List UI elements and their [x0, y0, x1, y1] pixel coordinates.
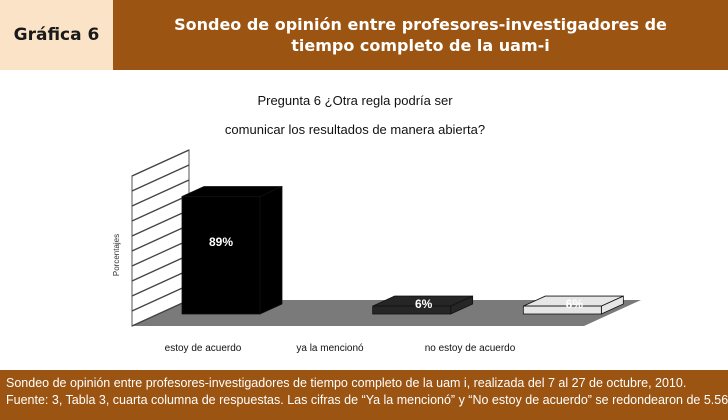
gridline: [131, 224, 190, 252]
gridline: [131, 179, 190, 207]
figure-header: Gráfica 6 Sondeo de opinión entre profes…: [0, 0, 728, 70]
chart-title-line1: Pregunta 6 ¿Otra regla podría ser: [257, 93, 453, 108]
data-label: 6%: [415, 297, 433, 311]
gridline: [131, 239, 190, 267]
gridline: [131, 269, 190, 297]
bar: 89%: [181, 185, 283, 315]
gridline: [131, 194, 190, 222]
figure-label: Gráfica 6: [13, 25, 100, 45]
data-label: 6%: [566, 297, 584, 311]
category-label: estoy de acuerdo: [165, 343, 242, 354]
bar: 6%: [372, 295, 474, 315]
gridline: [131, 299, 190, 327]
gridline: [131, 254, 190, 282]
figure-title: Sondeo de opinión entre profesores-inves…: [174, 15, 667, 55]
bar: 6%: [522, 295, 624, 315]
chart-bars: 89% 6% 6%: [181, 185, 624, 315]
gridline: [131, 284, 190, 312]
bar-front-face: [522, 305, 602, 315]
gridline: [131, 149, 190, 177]
data-label: 89%: [209, 235, 233, 249]
gridline: [131, 164, 190, 192]
bar-front-face: [372, 305, 452, 315]
figure-label-box: Gráfica 6: [0, 0, 113, 70]
footer-source-line2: Fuente: 3, Tabla 3, cuarta columna de re…: [6, 393, 728, 407]
figure-title-box: Sondeo de opinión entre profesores-inves…: [113, 0, 728, 70]
x-axis-labels: estoy de acuerdo ya la mencionó no estoy d…: [165, 343, 516, 354]
gridline: [131, 209, 190, 237]
bar-chart: Pregunta 6 ¿Otra regla podría ser comuni…: [112, 93, 641, 354]
footer-source-line1: Sondeo de opinión entre profesores-inves…: [6, 376, 687, 390]
chart-title-line2: comunicar los resultados de manera abier…: [225, 122, 485, 137]
category-label: no estoy de acuerdo: [425, 343, 516, 354]
bar-front-face: [181, 196, 261, 315]
bar-side-face: [259, 185, 283, 315]
y-axis-label: Porcentajes: [112, 234, 121, 276]
category-label: ya la mencionó: [296, 343, 364, 354]
figure-footer: Sondeo de opinión entre profesores-inves…: [0, 370, 728, 420]
